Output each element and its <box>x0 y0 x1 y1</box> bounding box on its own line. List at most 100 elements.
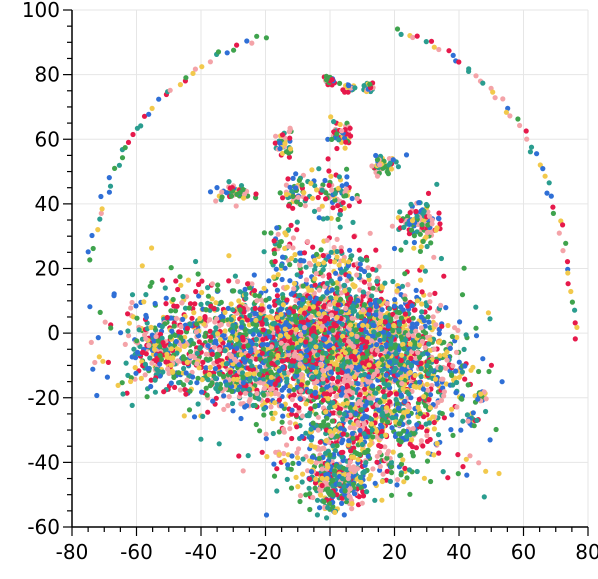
scatter-point <box>263 297 269 303</box>
scatter-point <box>296 405 302 411</box>
scatter-point <box>284 476 290 482</box>
scatter-point <box>378 422 384 428</box>
scatter-point <box>298 315 304 321</box>
scatter-point <box>309 434 315 440</box>
scatter-point <box>320 376 326 382</box>
scatter-point <box>411 239 417 246</box>
scatter-point <box>379 410 385 416</box>
scatter-point <box>217 336 223 343</box>
scatter-point <box>207 364 213 370</box>
scatter-point <box>208 334 214 340</box>
scatter-point <box>329 287 335 293</box>
scatter-point <box>240 374 246 380</box>
scatter-point <box>204 392 210 398</box>
scatter-point <box>424 243 430 250</box>
scatter-point <box>275 272 281 278</box>
scatter-point <box>364 489 370 495</box>
scatter-point <box>272 410 278 416</box>
scatter-point <box>180 293 186 300</box>
scatter-point <box>260 337 266 343</box>
scatter-point <box>295 355 301 361</box>
scatter-point <box>214 185 220 191</box>
scatter-point <box>433 359 439 365</box>
scatter-point <box>386 382 392 388</box>
scatter-point <box>293 327 299 333</box>
scatter-point <box>340 449 346 455</box>
scatter-point <box>407 491 413 497</box>
scatter-point <box>387 478 393 484</box>
scatter-point <box>368 338 375 344</box>
scatter-point <box>302 324 308 331</box>
scatter-point <box>209 380 215 386</box>
scatter-point <box>287 125 293 131</box>
scatter-point <box>377 449 383 455</box>
scatter-point <box>87 304 93 310</box>
scatter-point <box>459 369 465 375</box>
scatter-point <box>177 387 183 393</box>
scatter-point <box>336 137 342 143</box>
scatter-point <box>293 171 299 177</box>
scatter-point <box>241 344 247 350</box>
scatter-point <box>366 311 372 317</box>
scatter-point <box>245 453 251 459</box>
scatter-point <box>173 338 179 345</box>
scatter-point <box>347 125 353 131</box>
scatter-point <box>402 367 408 373</box>
scatter-point <box>157 352 163 359</box>
scatter-point <box>282 337 288 343</box>
scatter-point <box>214 287 221 293</box>
scatter-point <box>400 386 406 392</box>
scatter-point <box>312 444 318 450</box>
scatter-point <box>412 372 418 378</box>
scatter-point <box>430 314 436 320</box>
scatter-point <box>270 321 276 327</box>
scatter-point <box>157 361 163 367</box>
scatter-point <box>187 353 194 359</box>
scatter-point <box>436 339 442 345</box>
scatter-point <box>384 300 390 307</box>
scatter-point <box>300 296 306 302</box>
scatter-point <box>134 338 140 344</box>
scatter-point <box>418 366 424 372</box>
scatter-point <box>418 360 424 366</box>
scatter-point <box>268 404 274 410</box>
scatter-point <box>209 281 215 287</box>
scatter-point <box>493 426 499 433</box>
scatter-point <box>305 380 311 386</box>
scatter-point <box>170 296 176 303</box>
scatter-point <box>154 366 160 372</box>
scatter-point <box>404 408 411 415</box>
scatter-point <box>251 371 257 377</box>
scatter-point <box>370 285 376 291</box>
scatter-point <box>203 356 209 362</box>
scatter-point <box>129 402 135 408</box>
scatter-point <box>398 334 404 340</box>
scatter-point <box>216 441 222 447</box>
scatter-point <box>417 248 423 254</box>
scatter-point <box>406 467 413 473</box>
scatter-point <box>379 428 385 434</box>
scatter-point <box>314 512 320 518</box>
scatter-point <box>436 210 442 216</box>
scatter-point <box>340 385 346 391</box>
scatter-point <box>178 282 184 288</box>
scatter-point <box>349 430 355 437</box>
scatter-point <box>335 302 341 308</box>
scatter-point <box>406 413 412 419</box>
scatter-point <box>369 427 375 433</box>
scatter-point <box>254 390 260 397</box>
scatter-point <box>293 319 300 325</box>
scatter-point <box>168 362 174 368</box>
scatter-point <box>263 317 269 323</box>
scatter-point <box>432 290 438 296</box>
scatter-point <box>418 244 424 250</box>
scatter-point <box>347 375 353 381</box>
scatter-point <box>393 358 399 364</box>
scatter-point <box>389 425 395 431</box>
scatter-point <box>329 349 335 355</box>
scatter-point <box>396 321 403 327</box>
scatter-point <box>203 365 209 371</box>
scatter-point <box>384 405 390 411</box>
scatter-point <box>255 395 261 401</box>
scatter-point <box>197 345 203 351</box>
